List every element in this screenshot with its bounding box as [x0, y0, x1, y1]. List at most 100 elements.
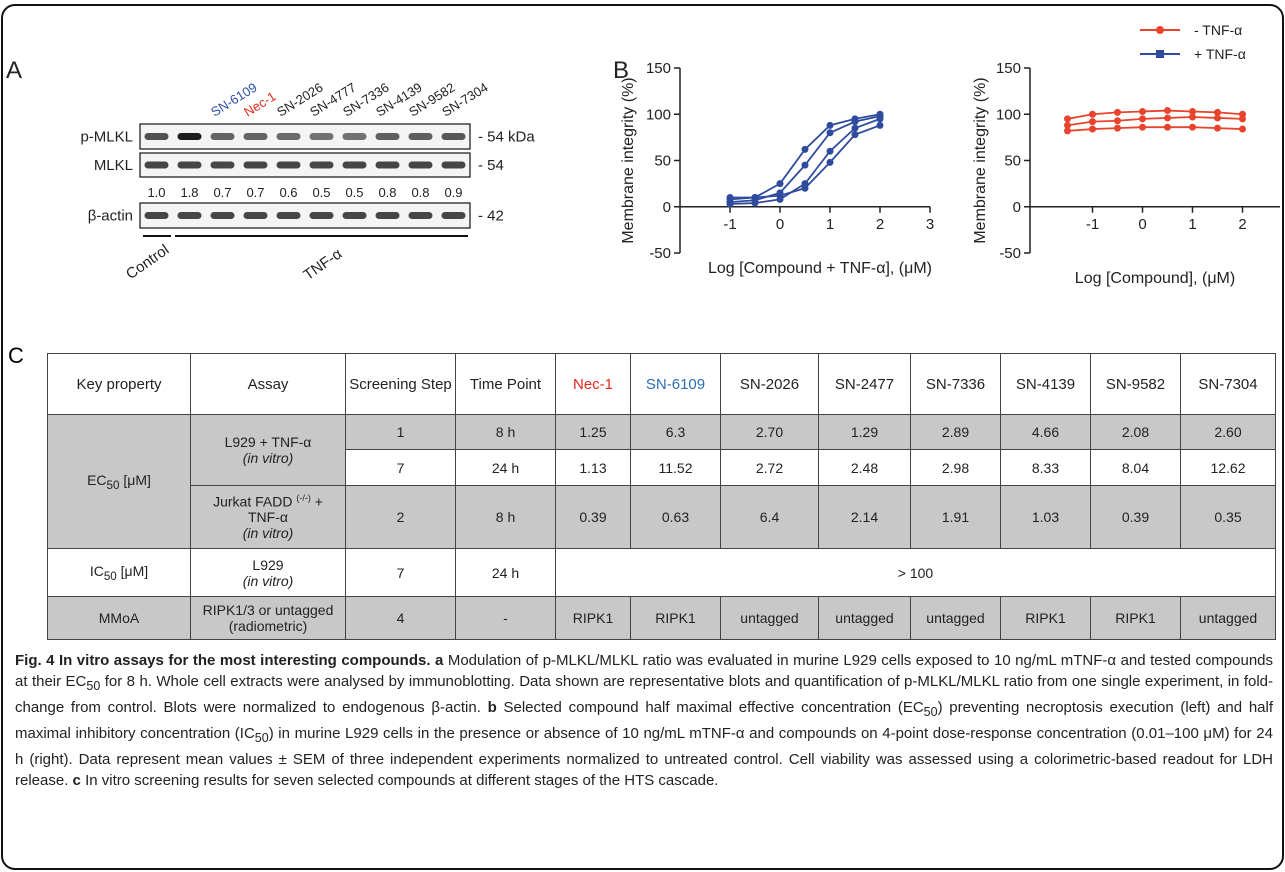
blot-band [442, 162, 466, 169]
ratio-label: 0.5 [345, 185, 363, 200]
header-cell: SN-4139 [1001, 354, 1091, 415]
x-tick-label: 2 [1238, 216, 1246, 233]
panel-letter: A [6, 57, 22, 84]
size-label: - 42 [478, 208, 504, 225]
blot-band [145, 212, 169, 219]
data-point [1114, 125, 1121, 132]
blot-band [343, 162, 367, 169]
value-cell: 1.91 [911, 486, 1001, 549]
y-tick-label: -50 [999, 245, 1021, 262]
value-cell: 2.60 [1181, 415, 1276, 450]
data-point [1139, 124, 1146, 131]
caption-text: a [435, 652, 443, 669]
header-cell: Assay [191, 354, 346, 415]
value-cell: 8.04 [1091, 450, 1181, 486]
step-cell: 7 [346, 450, 456, 486]
header-cell: Nec-1 [556, 354, 631, 415]
step-cell: 2 [346, 486, 456, 549]
ratio-label: 0.7 [246, 185, 264, 200]
ratio-label: 0.6 [279, 185, 297, 200]
assay-cell: L929 + TNF-α(in vitro) [191, 415, 346, 486]
table-row: Jurkat FADD (-/-) +TNF-α(in vitro) 2 8 h… [48, 486, 1276, 549]
time-cell: - [456, 597, 556, 640]
value-cell: 1.13 [556, 450, 631, 486]
value-cell: 6.4 [721, 486, 819, 549]
caption-text: Selected compound half maximal effective… [503, 699, 923, 716]
y-tick-label: 0 [663, 199, 671, 216]
data-point [852, 131, 859, 138]
caption-text: 50 [255, 731, 269, 745]
blot-band [442, 212, 466, 219]
data-point [1164, 114, 1171, 121]
data-point [852, 125, 859, 132]
blot-band [244, 212, 268, 219]
value-cell: 0.35 [1181, 486, 1276, 549]
header-cell: Key property [48, 354, 191, 415]
data-point [827, 122, 834, 129]
value-cell: > 100 [556, 549, 1276, 597]
figure-caption: Fig. 4 In vitro assays for the most inte… [15, 650, 1273, 791]
blot-band [211, 212, 235, 219]
caption-text: b [488, 699, 497, 716]
value-cell: 2.70 [721, 415, 819, 450]
panels-a-b: ASN-6109Nec-1SN-2026SN-4777SN-7336SN-413… [0, 0, 1285, 340]
ratio-label: 0.9 [444, 185, 462, 200]
step-cell: 1 [346, 415, 456, 450]
value-cell: 2.48 [819, 450, 911, 486]
step-cell: 4 [346, 597, 456, 640]
ratio-label: 0.5 [312, 185, 330, 200]
x-tick-label: 3 [926, 216, 934, 233]
size-label: - 54 kDa [478, 129, 535, 146]
assay-cell: RIPK1/3 or untagged(radiometric) [191, 597, 346, 640]
y-tick-label: 50 [1004, 153, 1021, 170]
header-cell: SN-2477 [819, 354, 911, 415]
data-point [1189, 114, 1196, 121]
blot-band [244, 162, 268, 169]
table-row: EC50 [μM] L929 + TNF-α(in vitro) 1 8 h 1… [48, 415, 1276, 450]
value-cell: RIPK1 [1091, 597, 1181, 640]
value-cell: untagged [911, 597, 1001, 640]
data-point [727, 200, 734, 207]
x-axis-label: Log [Compound], (μM) [1075, 270, 1235, 287]
value-cell: 1.25 [556, 415, 631, 450]
caption-text: 50 [86, 679, 100, 693]
data-point [1114, 117, 1121, 124]
header-row: Key propertyAssayScreening StepTime Poin… [48, 354, 1276, 415]
value-cell: 6.3 [631, 415, 721, 450]
row-label: β-actin [88, 208, 133, 225]
data-point [827, 159, 834, 166]
assay-cell: Jurkat FADD (-/-) +TNF-α(in vitro) [191, 486, 346, 549]
x-tick-label: 0 [776, 216, 784, 233]
blot-band [145, 162, 169, 169]
value-cell: 12.62 [1181, 450, 1276, 486]
data-point [1214, 125, 1221, 132]
value-cell: untagged [721, 597, 819, 640]
blot-band [211, 162, 235, 169]
blot-band [277, 162, 301, 169]
blot-band [244, 133, 268, 140]
data-point [1139, 108, 1146, 115]
value-cell: untagged [819, 597, 911, 640]
row-label: p-MLKL [80, 129, 133, 146]
header-cell: SN-9582 [1091, 354, 1181, 415]
time-cell: 24 h [456, 450, 556, 486]
ratio-label: 0.8 [411, 185, 429, 200]
x-tick-label: -1 [1086, 216, 1099, 233]
assay-cell: L929(in vitro) [191, 549, 346, 597]
data-point [1189, 124, 1196, 131]
legend-label: + TNF-α [1194, 46, 1246, 62]
value-cell: 1.29 [819, 415, 911, 450]
x-tick-label: 1 [1188, 216, 1196, 233]
data-point [1064, 127, 1071, 134]
group-label: Control [123, 241, 172, 283]
value-cell: 11.52 [631, 450, 721, 486]
value-cell: RIPK1 [1001, 597, 1091, 640]
blot-band [277, 133, 301, 140]
x-axis-label: Log [Compound + TNF-α], (μM) [708, 260, 932, 277]
data-point [752, 194, 759, 201]
data-point [1239, 126, 1246, 133]
header-cell: SN-2026 [721, 354, 819, 415]
data-point [827, 148, 834, 155]
y-tick-label: 50 [654, 153, 671, 170]
